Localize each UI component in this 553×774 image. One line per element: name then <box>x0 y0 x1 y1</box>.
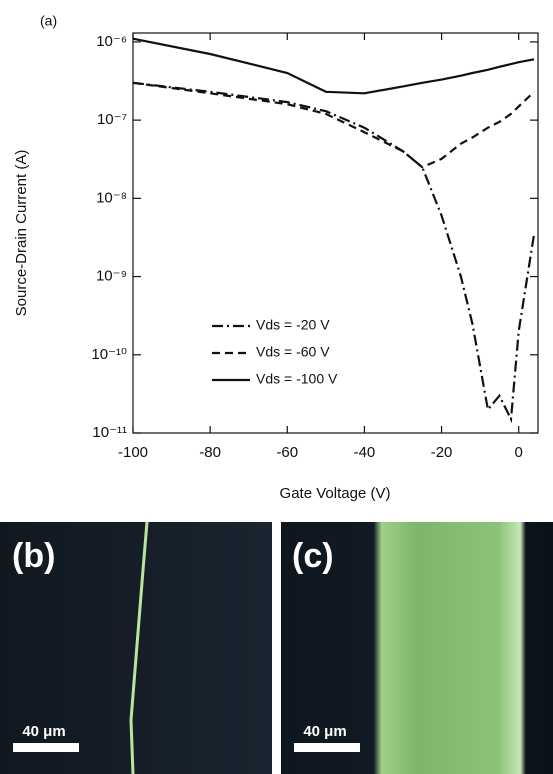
plot-frame <box>132 32 539 434</box>
legend-label: Vds = -60 V <box>256 344 330 360</box>
scale-bar <box>13 743 79 752</box>
micrographs: (b) (c) 40 μm 40 μm <box>0 521 553 774</box>
series-line <box>132 81 535 169</box>
panel-label: (b) <box>12 537 55 575</box>
x-axis-label: Gate Voltage (V) <box>280 485 391 502</box>
y-tick-label: 10⁻⁶ <box>96 33 127 50</box>
x-tick-label: -20 <box>431 444 453 461</box>
y-tick-label: 10⁻¹⁰ <box>91 346 127 363</box>
panel-label: (a) <box>40 13 57 29</box>
y-tick-label: 10⁻⁹ <box>96 268 127 285</box>
y-tick-label: 10⁻¹¹ <box>92 424 127 441</box>
legend-label: Vds = -100 V <box>256 371 338 387</box>
scale-bar <box>294 743 360 752</box>
y-tick-label: 10⁻⁸ <box>96 189 127 206</box>
chart: (a) Gate Voltage (V) Source-Drain Curren… <box>13 13 539 502</box>
x-tick-label: -60 <box>276 444 298 461</box>
y-tick-label: 10⁻⁷ <box>97 111 127 128</box>
x-tick-label: 0 <box>515 444 523 461</box>
x-tick-label: -80 <box>199 444 221 461</box>
panel-label: (c) <box>292 537 334 575</box>
x-tick-label: -100 <box>118 444 148 461</box>
y-axis-label: Source-Drain Current (A) <box>13 150 30 317</box>
scale-bar-label: 40 μm <box>22 723 65 740</box>
legend-label: Vds = -20 V <box>256 317 330 333</box>
nanotube-line <box>129 521 149 774</box>
image-c <box>281 522 553 774</box>
series-line <box>132 81 536 424</box>
series-line <box>132 37 535 95</box>
x-tick-label: -40 <box>354 444 376 461</box>
scale-bar-label: 40 μm <box>303 723 346 740</box>
